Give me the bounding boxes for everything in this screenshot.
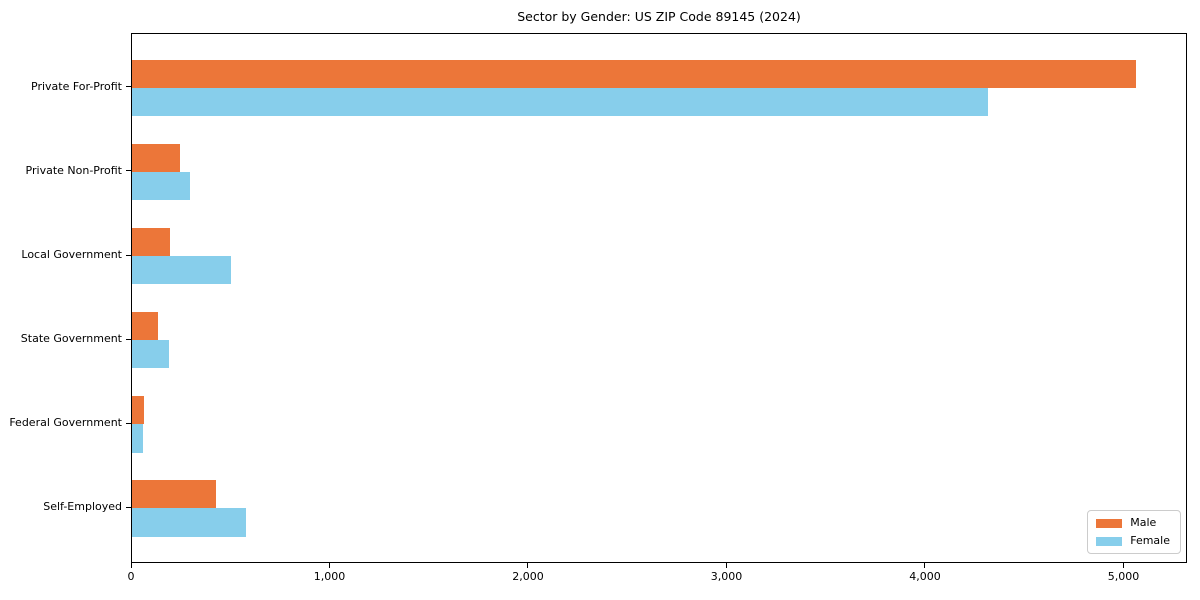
bar-female-federal-government bbox=[132, 424, 143, 453]
y-tick-label-private-for-profit: Private For-Profit bbox=[31, 79, 122, 93]
legend-row-male: Male bbox=[1096, 517, 1170, 529]
x-tick-mark bbox=[527, 563, 529, 568]
x-tick-label-2000: 2,000 bbox=[512, 570, 544, 583]
y-tick-mark bbox=[126, 170, 131, 172]
plot-area: Male Female bbox=[131, 33, 1187, 563]
bar-male-federal-government bbox=[132, 396, 144, 425]
y-tick-mark bbox=[126, 338, 131, 340]
y-tick-mark bbox=[126, 506, 131, 508]
bar-male-private-non-profit bbox=[132, 143, 180, 172]
y-tick-mark bbox=[126, 254, 131, 256]
y-tick-mark bbox=[126, 86, 131, 88]
x-tick-mark bbox=[130, 563, 132, 568]
legend-swatch-male bbox=[1096, 518, 1123, 528]
x-tick-label-3000: 3,000 bbox=[710, 570, 743, 583]
legend: Male Female bbox=[1087, 510, 1181, 554]
legend-swatch-female bbox=[1096, 536, 1123, 546]
x-tick-mark bbox=[725, 563, 727, 568]
y-tick-label-private-non-profit: Private Non-Profit bbox=[25, 163, 122, 177]
x-tick-label-0: 0 bbox=[127, 570, 135, 583]
y-tick-label-state-government: State Government bbox=[20, 332, 122, 346]
x-tick-label-4000: 4,000 bbox=[909, 570, 941, 583]
x-tick-label-1000: 1,000 bbox=[313, 570, 346, 583]
y-tick-label-federal-government: Federal Government bbox=[9, 416, 122, 430]
x-tick-mark bbox=[924, 563, 926, 568]
y-tick-label-self-employed: Self-Employed bbox=[43, 500, 122, 514]
bar-male-self-employed bbox=[132, 480, 217, 509]
legend-label-female: Female bbox=[1130, 534, 1170, 547]
bar-male-private-for-profit bbox=[132, 59, 1137, 88]
x-tick-mark bbox=[1122, 563, 1124, 568]
bar-female-state-government bbox=[132, 340, 169, 369]
x-tick-label-5000: 5,000 bbox=[1107, 570, 1140, 583]
bar-female-private-for-profit bbox=[132, 87, 988, 116]
legend-label-male: Male bbox=[1130, 516, 1157, 529]
bar-male-state-government bbox=[132, 312, 158, 341]
y-tick-label-local-government: Local Government bbox=[21, 248, 122, 262]
bar-female-local-government bbox=[132, 256, 232, 285]
bar-male-local-government bbox=[132, 227, 170, 257]
chart-title: Sector by Gender: US ZIP Code 89145 (202… bbox=[517, 9, 801, 24]
bar-female-private-non-profit bbox=[132, 171, 190, 201]
legend-row-female: Female bbox=[1096, 535, 1170, 547]
bar-female-self-employed bbox=[132, 508, 247, 537]
y-tick-mark bbox=[126, 422, 131, 424]
x-tick-mark bbox=[328, 563, 330, 568]
